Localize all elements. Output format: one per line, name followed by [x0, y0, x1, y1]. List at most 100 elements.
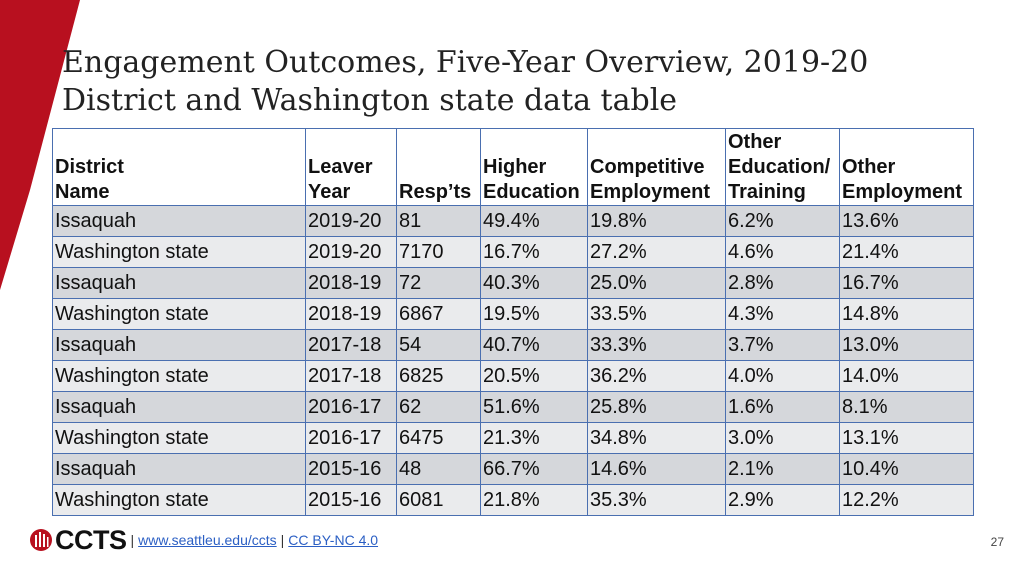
column-header-district-name: District Name — [52, 128, 306, 206]
cell-district-name: Issaquah — [52, 329, 306, 361]
cell-respondents: 48 — [396, 453, 481, 485]
column-header-line: Name — [55, 181, 110, 203]
title-line-1: Engagement Outcomes, Five-Year Overview,… — [62, 45, 869, 80]
cell-other-employment: 21.4% — [839, 236, 974, 268]
table-row: Washington state 2016-17 6475 21.3% 34.8% 3.0… — [52, 422, 974, 454]
page-number: 27 — [990, 535, 1004, 549]
table-row: Washington state 2017-18 6825 20.5% 36.2% 4.0… — [52, 360, 974, 392]
column-header-line: Leaver — [308, 156, 373, 178]
column-header-respondents: Resp’ts — [396, 128, 481, 206]
cell-district-name: Washington state — [52, 422, 306, 454]
cell-higher-education: 19.5% — [480, 298, 588, 330]
cell-leaver-year: 2019-20 — [305, 236, 397, 268]
cell-other-education-training: 4.6% — [725, 236, 840, 268]
cell-competitive-employment: 34.8% — [587, 422, 726, 454]
column-header-competitive-employment: Competitive Employment — [587, 128, 726, 206]
cell-district-name: Washington state — [52, 236, 306, 268]
table-row: Washington state 2018-19 6867 19.5% 33.5% 4.3… — [52, 298, 974, 330]
cell-district-name: Washington state — [52, 484, 306, 516]
cell-higher-education: 49.4% — [480, 205, 588, 237]
cell-respondents: 54 — [396, 329, 481, 361]
cell-higher-education: 51.6% — [480, 391, 588, 423]
ccts-logo-text: CCTS — [55, 524, 127, 555]
column-header-higher-education: Higher Education — [480, 128, 588, 206]
cell-respondents: 6475 — [396, 422, 481, 454]
cell-other-education-training: 2.8% — [725, 267, 840, 299]
cell-leaver-year: 2017-18 — [305, 360, 397, 392]
cell-competitive-employment: 19.8% — [587, 205, 726, 237]
outcomes-data-table: District Name Leaver Year Resp’ts Higher Educa… — [52, 128, 974, 516]
cell-higher-education: 21.8% — [480, 484, 588, 516]
column-header-line: Employment — [590, 181, 711, 203]
cell-district-name: Washington state — [52, 298, 306, 330]
cell-competitive-employment: 35.3% — [587, 484, 726, 516]
table-row: Washington state 2019-20 7170 16.7% 27.2% 4.6… — [52, 236, 974, 268]
column-header-line: Other — [728, 131, 782, 153]
ccts-building-logo-icon — [30, 529, 52, 551]
cell-other-employment: 13.6% — [839, 205, 974, 237]
cell-district-name: Washington state — [52, 360, 306, 392]
cell-respondents: 62 — [396, 391, 481, 423]
table-header-row: District Name Leaver Year Resp’ts Higher Educa… — [52, 128, 974, 206]
cell-other-education-training: 2.1% — [725, 453, 840, 485]
column-header-line: Other — [842, 156, 896, 178]
cell-other-employment: 12.2% — [839, 484, 974, 516]
cell-other-education-training: 6.2% — [725, 205, 840, 237]
cell-other-employment: 13.1% — [839, 422, 974, 454]
cell-higher-education: 40.3% — [480, 267, 588, 299]
column-header-line: District — [55, 156, 124, 178]
cell-leaver-year: 2019-20 — [305, 205, 397, 237]
column-header-other-education-training: Other Education/Training — [725, 128, 840, 206]
column-header-line: Year — [308, 181, 351, 203]
cell-other-employment: 16.7% — [839, 267, 974, 299]
cell-leaver-year: 2015-16 — [305, 453, 397, 485]
table-row: Issaquah 2019-20 81 49.4% 19.8% 6.2% 13.6% — [52, 205, 974, 237]
cell-leaver-year: 2018-19 — [305, 267, 397, 299]
cell-leaver-year: 2016-17 — [305, 391, 397, 423]
cell-district-name: Issaquah — [52, 453, 306, 485]
cell-district-name: Issaquah — [52, 267, 306, 299]
cell-higher-education: 40.7% — [480, 329, 588, 361]
column-header-line: Employment — [842, 181, 963, 203]
cell-respondents: 6867 — [396, 298, 481, 330]
cell-respondents: 6825 — [396, 360, 481, 392]
column-header-line: Higher — [483, 156, 547, 178]
table-row: Washington state 2015-16 6081 21.8% 35.3% 2.9… — [52, 484, 974, 516]
cell-other-education-training: 3.7% — [725, 329, 840, 361]
cell-respondents: 72 — [396, 267, 481, 299]
license-link[interactable]: CC BY-NC 4.0 — [288, 532, 379, 548]
table-body: Issaquah 2019-20 81 49.4% 19.8% 6.2% 13.6% Wash… — [52, 205, 974, 516]
cell-leaver-year: 2018-19 — [305, 298, 397, 330]
cell-other-education-training: 2.9% — [725, 484, 840, 516]
footer-separator: | — [130, 532, 135, 548]
cell-competitive-employment: 25.8% — [587, 391, 726, 423]
title-line-2: District and Washington state data table — [62, 83, 678, 118]
cell-other-education-training: 1.6% — [725, 391, 840, 423]
column-header-line: Resp’ts — [399, 181, 472, 203]
cell-competitive-employment: 27.2% — [587, 236, 726, 268]
cell-higher-education: 66.7% — [480, 453, 588, 485]
table-row: Issaquah 2016-17 62 51.6% 25.8% 1.6% 8.1% — [52, 391, 974, 423]
cell-other-education-training: 3.0% — [725, 422, 840, 454]
page-title: Engagement Outcomes, Five-Year Overview,… — [62, 44, 962, 120]
column-header-leaver-year: Leaver Year — [305, 128, 397, 206]
cell-other-employment: 13.0% — [839, 329, 974, 361]
cell-higher-education: 20.5% — [480, 360, 588, 392]
table-row: Issaquah 2015-16 48 66.7% 14.6% 2.1% 10.4% — [52, 453, 974, 485]
cell-district-name: Issaquah — [52, 391, 306, 423]
cell-competitive-employment: 14.6% — [587, 453, 726, 485]
cell-other-education-training: 4.0% — [725, 360, 840, 392]
column-header-other-employment: Other Employment — [839, 128, 974, 206]
table-row: Issaquah 2018-19 72 40.3% 25.0% 2.8% 16.7% — [52, 267, 974, 299]
cell-competitive-employment: 25.0% — [587, 267, 726, 299]
cell-leaver-year: 2017-18 — [305, 329, 397, 361]
cell-competitive-employment: 33.5% — [587, 298, 726, 330]
column-header-line: Education/ — [728, 156, 831, 178]
cell-respondents: 7170 — [396, 236, 481, 268]
seattleu-ccts-link[interactable]: www.seattleu.edu/ccts — [138, 532, 277, 548]
cell-other-education-training: 4.3% — [725, 298, 840, 330]
cell-other-employment: 8.1% — [839, 391, 974, 423]
table-row: Issaquah 2017-18 54 40.7% 33.3% 3.7% 13.0% — [52, 329, 974, 361]
column-header-line: Education — [483, 181, 580, 203]
cell-higher-education: 21.3% — [480, 422, 588, 454]
